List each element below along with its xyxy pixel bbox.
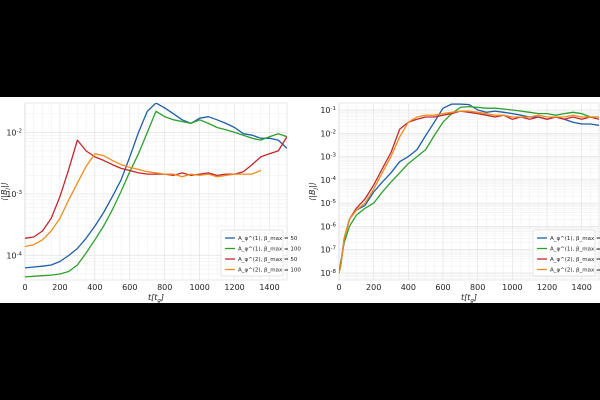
x-axis-label: t[tg]	[148, 293, 164, 304]
y-tick-label: 10-3	[6, 190, 22, 199]
legend-label: A_φ^(1), β_max = 50	[550, 236, 600, 242]
x-tick-label: 1000	[189, 283, 209, 292]
y-tick-label: 10-8	[320, 269, 336, 278]
y-axis-label: ⟨|Bj|⟩	[0, 182, 11, 201]
y-tick-label: 10-4	[320, 176, 336, 185]
series-line-2	[25, 110, 287, 278]
series-line-3	[25, 136, 287, 239]
y-tick-label: 10-3	[320, 153, 336, 162]
y-tick-label: 10-5	[320, 199, 336, 208]
x-tick-label: 800	[470, 283, 485, 292]
series-line-4	[25, 153, 262, 248]
series-line-4	[339, 110, 599, 274]
legend-label: A_φ^(1), β_max = 100	[550, 247, 600, 253]
y-tick-label: 10-1	[320, 106, 336, 115]
series-line-2	[339, 105, 599, 274]
series-line-1	[25, 103, 287, 269]
legend-label: A_φ^(2), β_max = 50	[550, 257, 600, 263]
y-tick-label: 10-6	[320, 222, 336, 231]
legend-label: A_φ^(2), β_max = 100	[238, 268, 301, 274]
y-tick-label: 10-2	[6, 128, 22, 137]
x-tick-label: 1200	[537, 283, 557, 292]
x-axis-label: t[tg]	[461, 293, 477, 304]
x-tick-label: 0	[336, 283, 341, 292]
y-tick-label: 10-4	[6, 252, 22, 261]
x-tick-label: 600	[435, 283, 450, 292]
x-tick-label: 600	[122, 283, 137, 292]
legend-label: A_φ^(1), β_max = 100	[238, 247, 301, 253]
x-tick-label: 200	[52, 283, 67, 292]
chart-panel-1: 0 200 400 600 800 1000 1200 1400 10-4 10-3 10-2 t[t…	[0, 102, 301, 304]
chart-panels: 0 200 400 600 800 1000 1200 1400 10-4 10-3 10-2 t[t…	[0, 102, 600, 304]
x-tick-label: 400	[401, 283, 416, 292]
legend: A_φ^(1), β_max = 50 A_φ^(1), β_max = 100 A…	[220, 229, 301, 277]
y-tick-label: 10-7	[320, 246, 336, 255]
x-tick-label: 1400	[571, 283, 591, 292]
y-tick-label: 10-2	[320, 129, 336, 138]
x-tick-label: 800	[157, 283, 172, 292]
x-tick-label: 1200	[224, 283, 244, 292]
x-tick-label: 1000	[502, 283, 522, 292]
chart-panel-2: 0 200 400 600 800 1000 1200 1400 10-8 10-7 10-6 10-…	[308, 102, 600, 304]
y-axis-label: ⟨|Bj|⟩	[308, 182, 319, 201]
x-tick-label: 400	[87, 283, 102, 292]
legend-box	[220, 229, 284, 277]
legend-label: A_φ^(2), β_max = 100	[550, 268, 600, 274]
x-tick-label: 200	[366, 283, 381, 292]
x-tick-label: 0	[22, 283, 27, 292]
legend: A_φ^(1), β_max = 50 A_φ^(1), β_max = 100 A…	[532, 229, 600, 277]
legend-label: A_φ^(2), β_max = 50	[238, 257, 298, 263]
legend-box	[532, 229, 596, 277]
legend-label: A_φ^(1), β_max = 50	[238, 236, 298, 242]
x-tick-label: 1400	[259, 283, 279, 292]
